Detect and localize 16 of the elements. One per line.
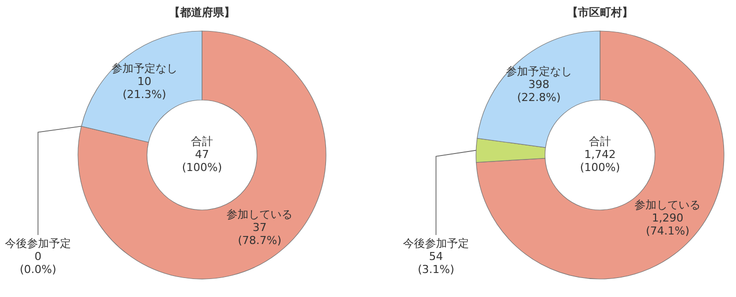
slice-label: 今後参加予定	[403, 237, 469, 250]
text: 合計 1,742 (100%)	[580, 135, 620, 174]
data-label: 10 (21.3%)	[122, 75, 166, 102]
data-label: 1,290 (74.1%)	[646, 212, 690, 238]
text: 0 (0.0%)	[20, 250, 56, 276]
data-label: 37 (78.7%)	[238, 220, 282, 247]
chart-title: 【都道府県】	[169, 6, 235, 19]
data-label: 54 (3.1%)	[418, 250, 454, 276]
chart-title: 【市区町村】	[567, 6, 633, 19]
slice-label: 参加している	[634, 198, 701, 212]
text: 合計 47 (100%)	[182, 135, 222, 174]
slice-label: 参加している	[226, 208, 293, 221]
slice-label: 参加予定なし	[111, 62, 178, 76]
category-label: 今後参加予定	[5, 237, 71, 250]
slice-label: 参加予定なし	[506, 64, 572, 78]
data-label: 398 (22.8%)	[517, 78, 561, 104]
